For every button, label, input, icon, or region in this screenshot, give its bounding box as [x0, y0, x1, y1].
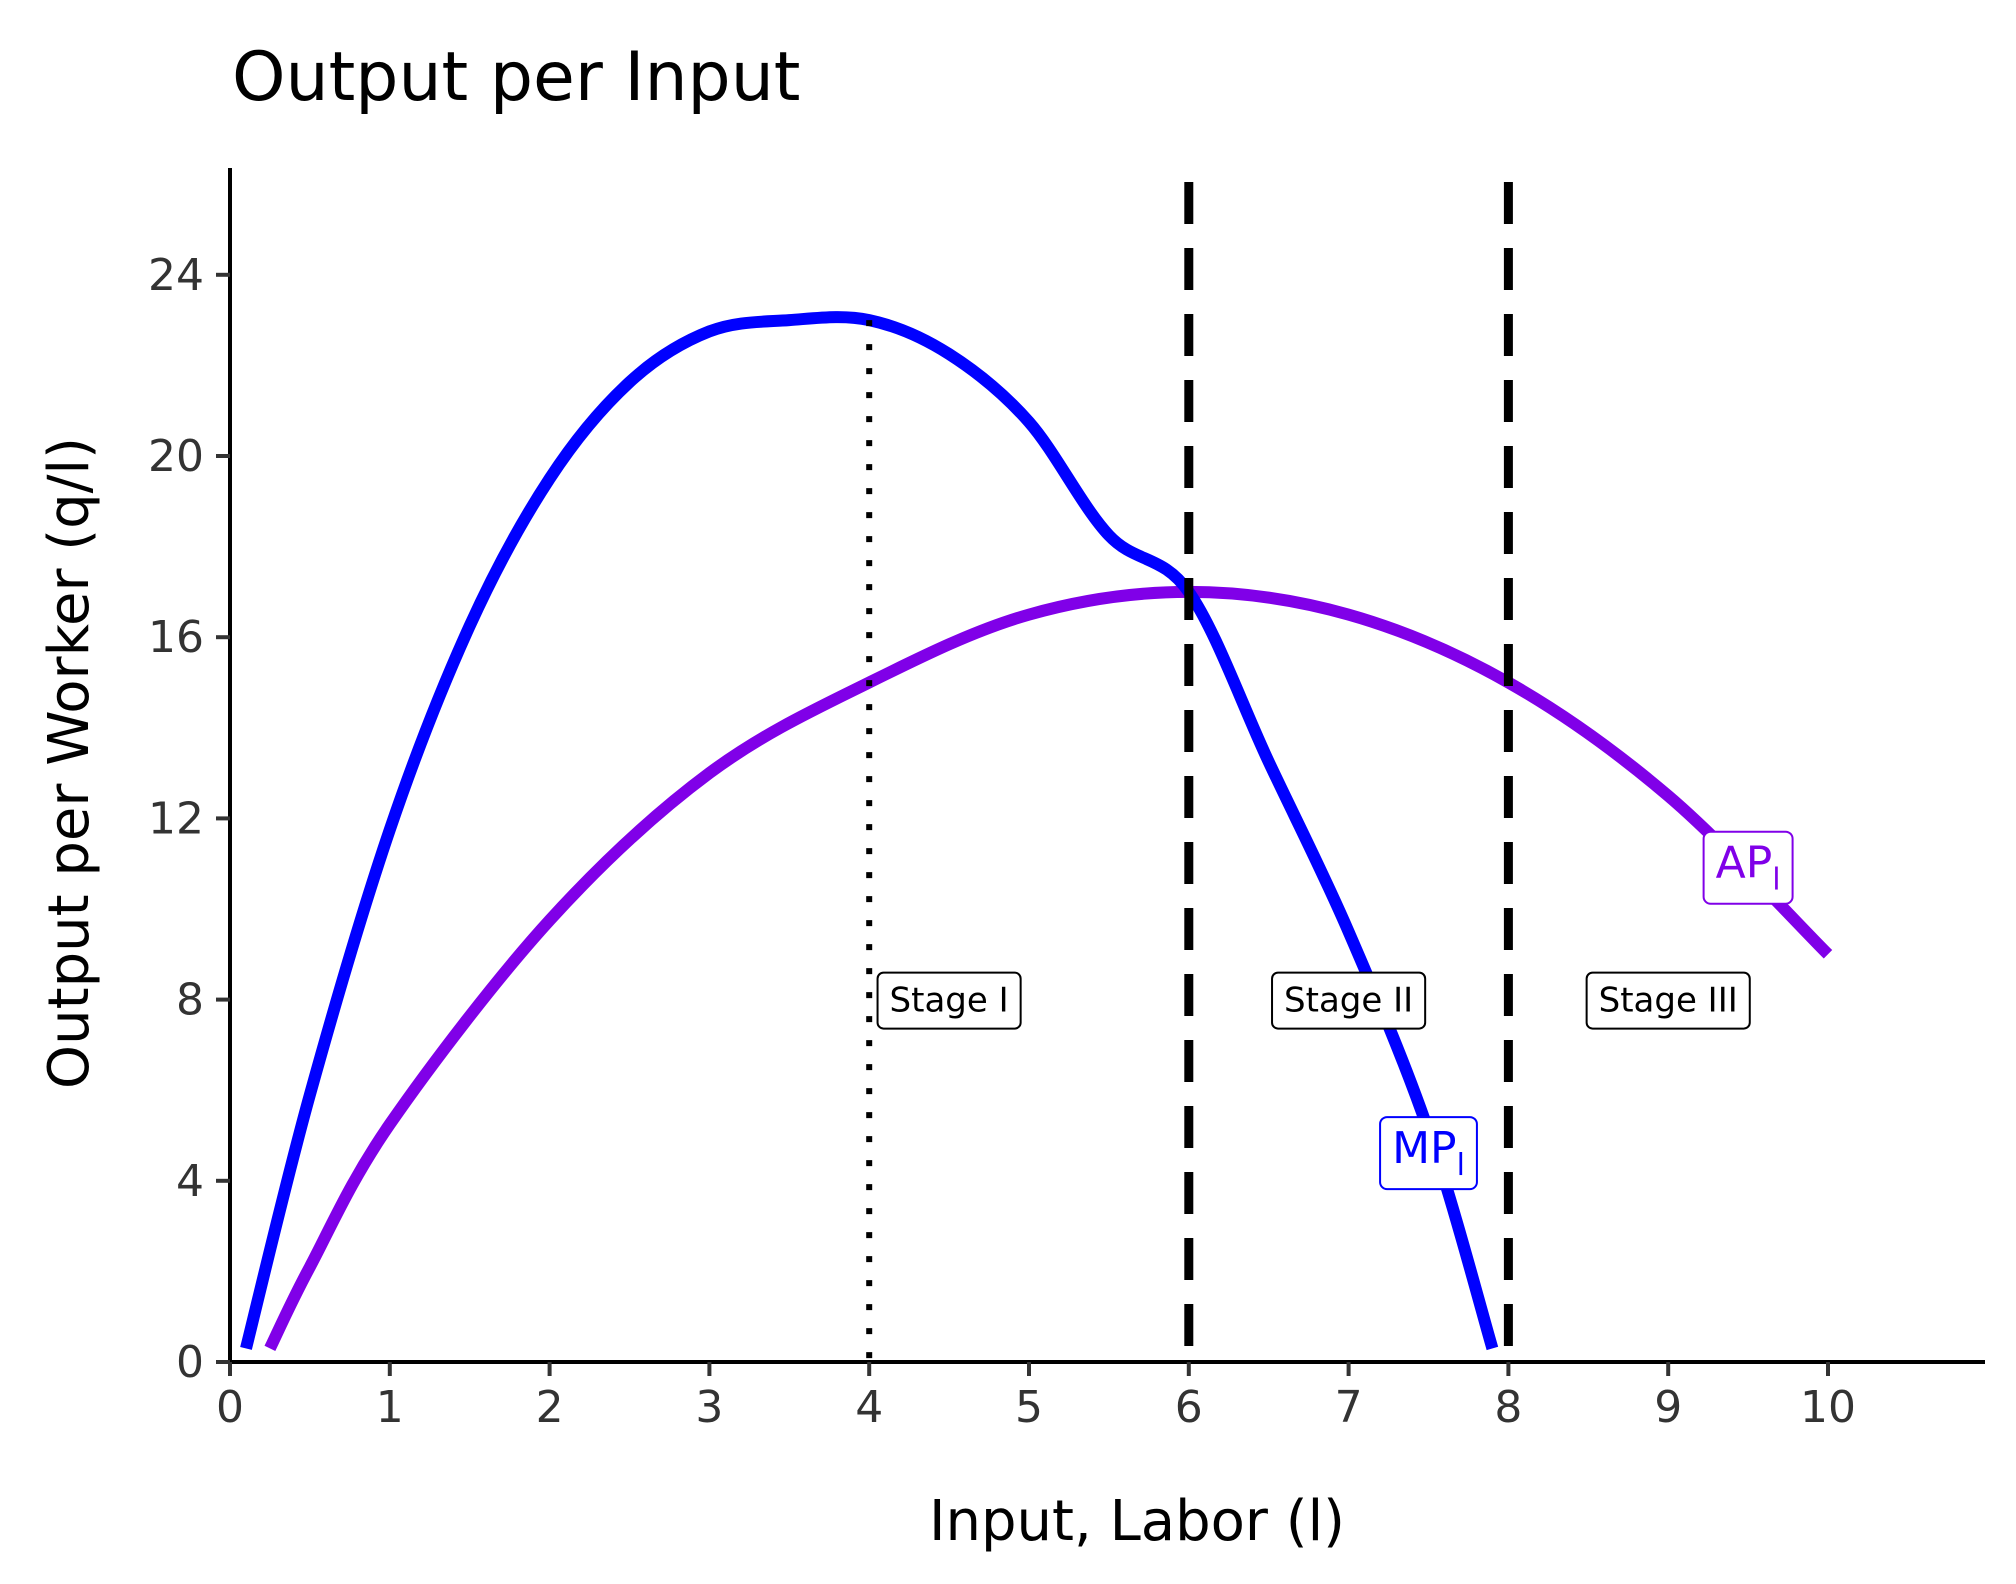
series-label-ap: APl	[1702, 830, 1794, 905]
x-tick-label: 8	[1494, 1382, 1522, 1433]
stage-label: Stage II	[1284, 981, 1413, 1021]
x-tick-label: 9	[1654, 1382, 1682, 1433]
series-line-ap	[264, 585, 1833, 1352]
series-label-text: APl	[1716, 838, 1781, 898]
x-tick-label: 7	[1335, 1382, 1363, 1433]
y-tick-label: 0	[176, 1337, 204, 1388]
y-tick-label: 16	[148, 612, 204, 663]
x-tick-label: 10	[1800, 1382, 1856, 1433]
stage-label: Stage I	[890, 981, 1009, 1021]
series-label-box	[1702, 830, 1794, 905]
x-tick-label: 3	[695, 1382, 723, 1433]
series-label-mp: MPl	[1379, 1116, 1478, 1191]
series-label-box	[1379, 1116, 1478, 1191]
x-tick-label: 4	[855, 1382, 883, 1433]
x-tick-label: 5	[1015, 1382, 1043, 1433]
y-tick-label: 12	[148, 793, 204, 844]
y-axis-title: Output per Worker (q/l)	[37, 437, 102, 1089]
stage-annotation: Stage I	[876, 971, 1022, 1030]
x-tick-label: 0	[216, 1382, 244, 1433]
stage-label: Stage III	[1599, 981, 1738, 1021]
x-tick-label: 6	[1175, 1382, 1203, 1433]
y-tick-label: 20	[148, 431, 204, 482]
y-tick-label: 4	[176, 1156, 204, 1207]
stage-annotation: Stage III	[1585, 971, 1751, 1030]
stage-label-box	[1585, 971, 1751, 1030]
series-label-text: MPl	[1392, 1123, 1465, 1183]
stage-label-box	[1271, 971, 1427, 1030]
stage-label-box	[876, 971, 1022, 1030]
x-axis-title: Input, Labor (l)	[929, 1489, 1345, 1554]
x-tick-label: 1	[376, 1382, 404, 1433]
x-tick-label: 2	[536, 1382, 564, 1433]
y-tick-label: 24	[148, 250, 204, 301]
chart-title: Output per Input	[232, 38, 800, 117]
series-line-mp	[240, 311, 1499, 1351]
y-tick-label: 8	[176, 975, 204, 1026]
stage-annotation: Stage II	[1271, 971, 1427, 1030]
